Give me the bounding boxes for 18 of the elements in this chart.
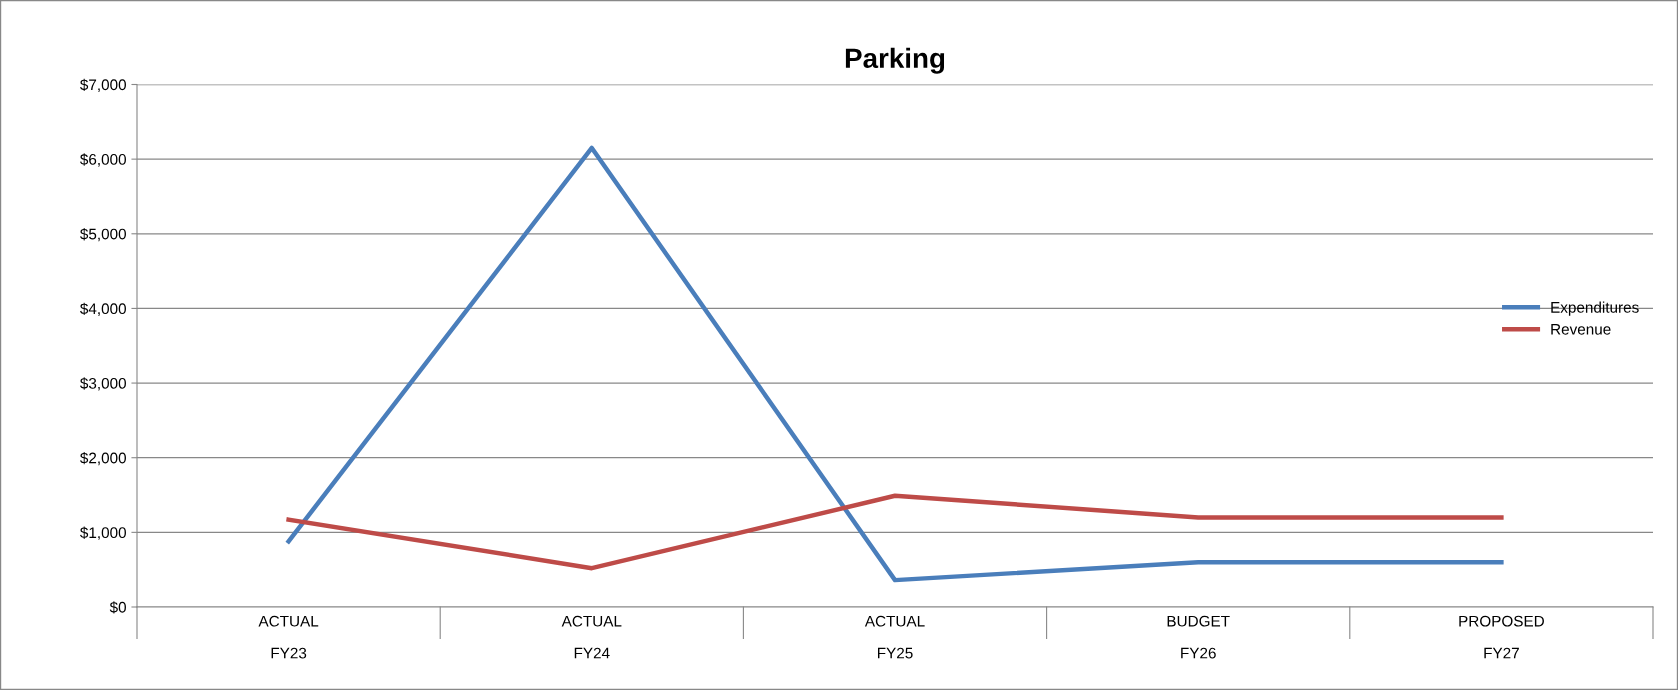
category-label: BUDGET FY26 bbox=[1167, 615, 1230, 659]
legend-label: Expenditures bbox=[1551, 301, 1639, 316]
y-tick-label: $6,000 bbox=[80, 153, 126, 167]
category-label: ACTUAL FY24 bbox=[561, 615, 622, 659]
y-tick-label: $3,000 bbox=[80, 377, 126, 391]
chart-title: Parking bbox=[845, 47, 945, 74]
category-label: ACTUAL FY25 bbox=[864, 615, 925, 659]
line-series bbox=[286, 493, 1504, 571]
line-series bbox=[286, 145, 1504, 583]
y-tick-label: $1,000 bbox=[80, 526, 126, 540]
y-tick-label: $7,000 bbox=[80, 78, 126, 92]
category-label: PROPOSED FY27 bbox=[1459, 615, 1544, 659]
legend-label: Revenue bbox=[1551, 324, 1611, 335]
y-tick-label: $0 bbox=[109, 601, 126, 614]
y-tick-label: $2,000 bbox=[80, 451, 126, 466]
y-tick-label: $4,000 bbox=[80, 302, 126, 316]
y-tick-label: $5,000 bbox=[80, 228, 126, 242]
category-label: ACTUAL FY23 bbox=[258, 615, 319, 659]
